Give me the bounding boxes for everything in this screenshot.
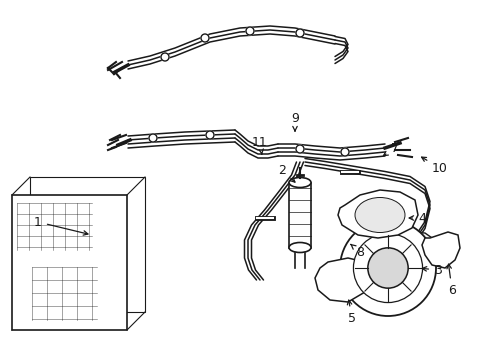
Circle shape bbox=[296, 145, 304, 153]
Polygon shape bbox=[348, 232, 440, 295]
Text: 1: 1 bbox=[34, 216, 88, 235]
Ellipse shape bbox=[355, 198, 405, 233]
Circle shape bbox=[206, 131, 214, 139]
Polygon shape bbox=[315, 258, 370, 302]
Circle shape bbox=[368, 248, 408, 288]
Circle shape bbox=[340, 220, 436, 316]
Circle shape bbox=[341, 148, 349, 156]
Polygon shape bbox=[338, 190, 418, 238]
Circle shape bbox=[296, 29, 304, 37]
Text: 6: 6 bbox=[447, 264, 456, 297]
Circle shape bbox=[161, 53, 169, 61]
Text: 9: 9 bbox=[291, 112, 299, 131]
Circle shape bbox=[201, 34, 209, 42]
Text: 10: 10 bbox=[421, 157, 448, 175]
Text: 7: 7 bbox=[384, 141, 399, 156]
Text: 2: 2 bbox=[278, 163, 295, 182]
Bar bbox=[289, 183, 311, 248]
Text: 5: 5 bbox=[347, 300, 356, 324]
Ellipse shape bbox=[289, 243, 311, 252]
Text: 8: 8 bbox=[351, 244, 364, 258]
Text: 3: 3 bbox=[422, 264, 442, 276]
Circle shape bbox=[149, 134, 157, 142]
Ellipse shape bbox=[289, 177, 311, 188]
Polygon shape bbox=[422, 232, 460, 268]
Text: 4: 4 bbox=[409, 212, 426, 225]
Circle shape bbox=[353, 233, 422, 302]
Bar bbox=[12, 195, 127, 330]
Circle shape bbox=[246, 27, 254, 35]
Bar bbox=[30, 177, 145, 312]
Text: 11: 11 bbox=[252, 135, 268, 154]
